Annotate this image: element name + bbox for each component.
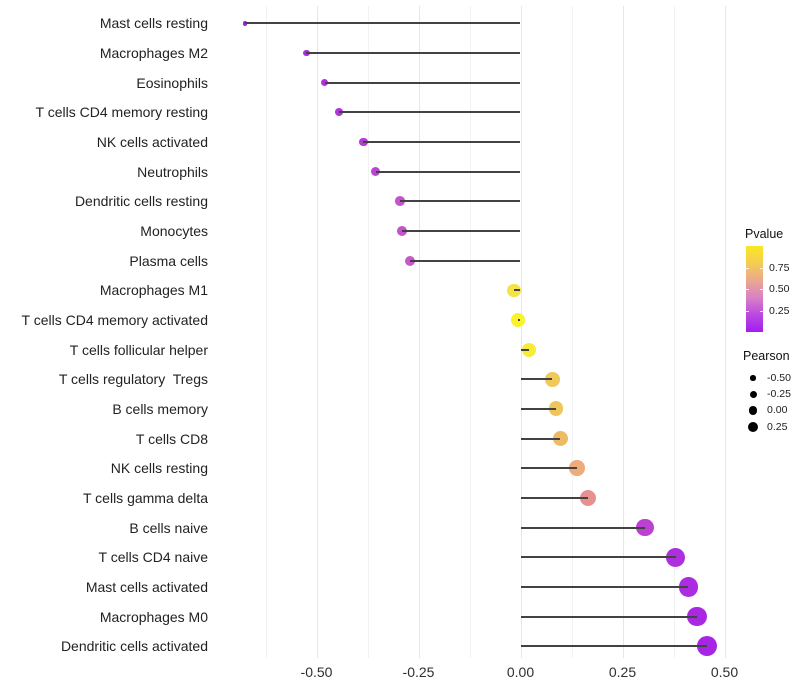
gridline-minor <box>469 6 471 658</box>
category-label: Eosinophils <box>136 74 208 91</box>
colorbar-tick-mark <box>760 310 763 312</box>
size-legend-dot <box>749 390 757 398</box>
category-label: Mast cells activated <box>85 578 208 595</box>
gridline-minor <box>367 6 369 658</box>
category-label: Macrophages M2 <box>99 45 208 62</box>
category-label: T cells CD4 naive <box>98 549 208 566</box>
gridline-major <box>520 6 522 658</box>
gridline-major <box>724 6 726 658</box>
category-label: B cells naive <box>129 519 208 536</box>
lollipop-stem <box>338 111 521 114</box>
gridline-minor <box>265 6 267 658</box>
lollipop-stem <box>520 407 556 410</box>
lollipop-stem <box>520 645 707 648</box>
data-point <box>302 49 310 57</box>
size-legend-dot <box>748 421 758 432</box>
category-label: T cells CD4 memory resting <box>35 104 208 121</box>
colorbar-tick-mark <box>746 267 749 269</box>
category-label: NK cells activated <box>96 134 208 151</box>
lollipop-stem <box>245 22 521 25</box>
x-axis-tick-label: -0.50 <box>300 664 333 680</box>
lollipop-stem <box>520 348 529 351</box>
category-label: Monocytes <box>140 222 208 239</box>
x-axis-tick-label: 0.25 <box>608 664 637 680</box>
pvalue-colorbar <box>746 246 763 332</box>
category-label: Plasma cells <box>129 252 208 269</box>
lollipop-stem <box>410 259 521 262</box>
category-label: Neutrophils <box>137 163 208 180</box>
colorbar-tick-label: 0.75 <box>769 261 790 274</box>
colorbar-tick-mark <box>746 310 749 312</box>
lollipop-stem <box>520 378 553 381</box>
category-label: B cells memory <box>112 400 208 417</box>
colorbar-tick-mark <box>760 267 763 269</box>
colorbar-tick-mark <box>760 289 763 290</box>
data-point <box>507 283 521 298</box>
lollipop-stem <box>400 200 521 203</box>
x-axis-tick-label: -0.25 <box>402 664 435 680</box>
category-label: T cells regulatory Tregs <box>58 371 208 388</box>
gridline-major <box>316 6 318 658</box>
data-point <box>552 431 568 447</box>
lollipop-stem <box>513 289 521 292</box>
data-point <box>548 401 564 417</box>
gridline-minor <box>571 6 573 658</box>
x-axis-tick-label: 0.00 <box>506 664 535 680</box>
size-legend-label: -0.25 <box>767 388 791 401</box>
gridline-minor <box>673 6 675 658</box>
lollipop-stem <box>520 496 588 499</box>
gridline-major <box>622 6 624 658</box>
data-point <box>335 108 343 117</box>
colorbar-tick-label: 0.50 <box>769 283 790 295</box>
category-label: Mast cells resting <box>99 15 208 32</box>
lollipop-stem <box>520 615 698 618</box>
lollipop-stem <box>375 170 521 173</box>
lollipop-stem <box>363 141 521 144</box>
category-label: T cells follicular helper <box>69 341 208 358</box>
category-label: T cells CD8 <box>135 430 208 447</box>
size-legend-label: -0.50 <box>767 372 791 384</box>
category-label: Macrophages M0 <box>99 608 208 625</box>
category-label: NK cells resting <box>110 460 208 477</box>
colorbar-tick-mark <box>746 289 749 290</box>
data-point <box>544 371 560 387</box>
category-label: Dendritic cells activated <box>60 638 208 655</box>
pvalue-legend-title: Pvalue <box>745 227 784 241</box>
size-legend-label: 0.25 <box>767 420 788 433</box>
x-axis-tick-label: 0.50 <box>710 664 739 680</box>
category-label: Macrophages M1 <box>99 282 208 299</box>
colorbar-tick-label: 0.25 <box>769 304 790 317</box>
lollipop-stem <box>520 526 646 529</box>
size-legend-dot <box>750 375 756 381</box>
lollipop-stem <box>518 318 521 321</box>
category-label: Dendritic cells resting <box>74 193 208 210</box>
size-legend-dot <box>748 406 758 415</box>
data-point <box>405 255 416 266</box>
lollipop-stem <box>402 229 521 232</box>
data-point <box>568 460 585 477</box>
lollipop-stem <box>324 81 521 84</box>
pearson-legend-title: Pearson <box>743 349 790 363</box>
category-label: T cells CD4 memory activated <box>21 311 208 328</box>
gridline-major <box>418 6 420 658</box>
data-point <box>521 342 536 357</box>
lollipop-stem <box>520 585 689 588</box>
lollipop-stem <box>306 52 521 55</box>
size-legend-label: 0.00 <box>767 404 788 417</box>
lollipop-stem <box>520 556 676 559</box>
category-label: T cells gamma delta <box>82 489 208 506</box>
lollipop-stem <box>520 437 561 440</box>
lollipop-stem <box>520 467 577 470</box>
